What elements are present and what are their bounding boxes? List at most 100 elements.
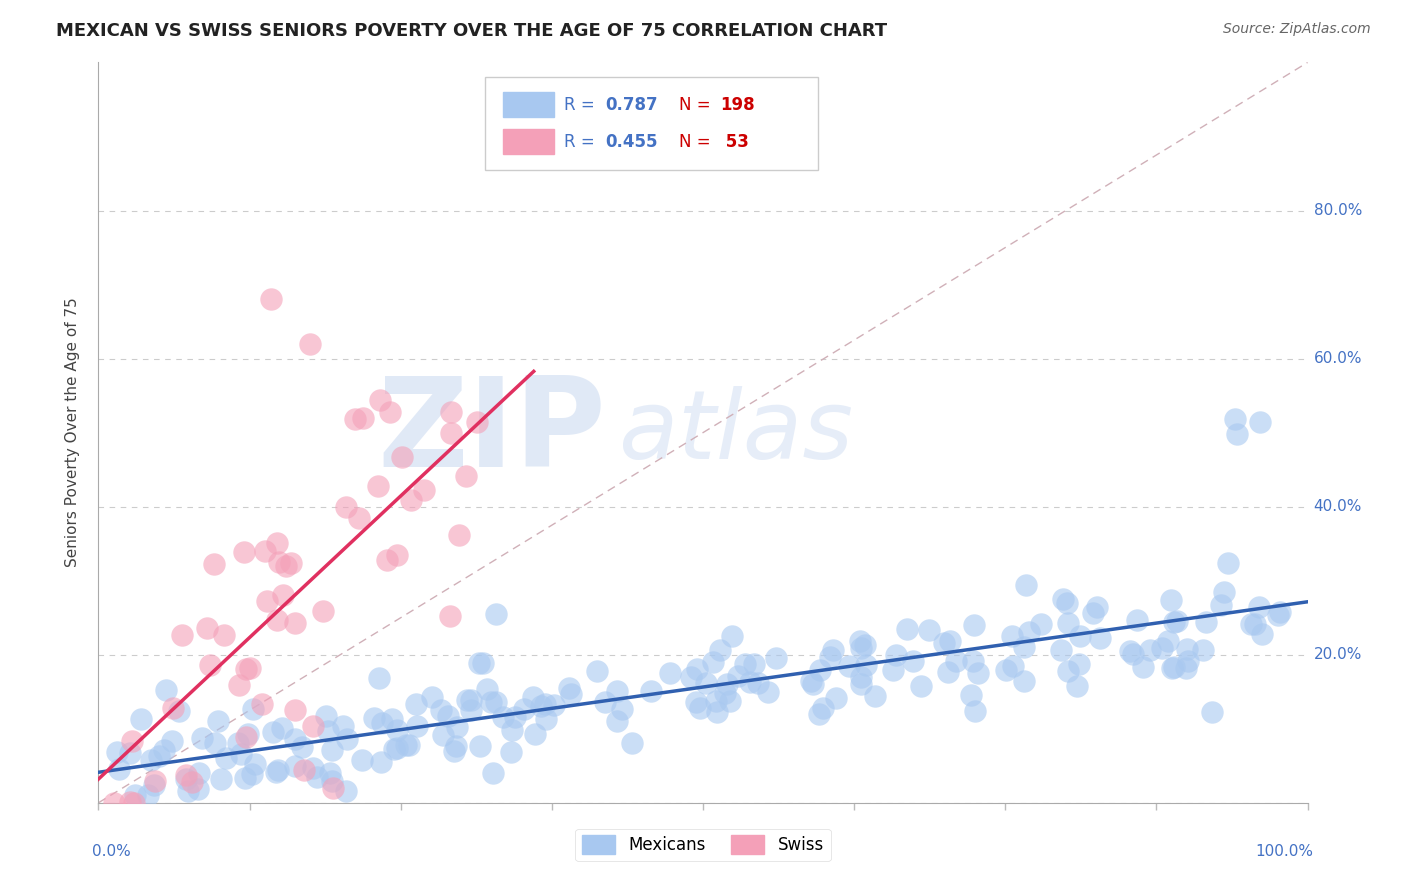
Point — [395, 738, 418, 752]
Text: 80.0%: 80.0% — [1313, 203, 1362, 218]
Text: 53: 53 — [720, 133, 749, 151]
Point — [821, 642, 844, 657]
Point — [1066, 679, 1088, 693]
Point — [533, 697, 555, 711]
Point — [704, 693, 727, 707]
Text: 20.0%: 20.0% — [1313, 648, 1362, 662]
Point — [965, 704, 987, 718]
Point — [266, 764, 288, 778]
Legend: Mexicans, Swiss: Mexicans, Swiss — [575, 829, 831, 861]
Point — [202, 557, 225, 571]
Point — [153, 743, 176, 757]
Point — [702, 655, 724, 669]
Point — [689, 701, 711, 715]
Point — [121, 733, 143, 747]
Point — [695, 676, 717, 690]
Point — [482, 766, 505, 780]
Point — [612, 702, 634, 716]
Point — [468, 656, 491, 670]
Point — [290, 740, 312, 755]
Point — [801, 677, 824, 691]
Point — [1001, 629, 1024, 643]
Point — [499, 745, 522, 759]
Point — [903, 654, 925, 668]
Point — [882, 663, 904, 677]
Point — [734, 657, 756, 671]
Text: R =: R = — [564, 95, 600, 113]
Point — [169, 704, 191, 718]
Point — [301, 761, 323, 775]
Point — [432, 728, 454, 742]
Point — [367, 671, 389, 685]
Point — [280, 557, 302, 571]
Text: 0.787: 0.787 — [605, 95, 658, 113]
Point — [536, 712, 558, 726]
Point — [758, 684, 780, 698]
Point — [1268, 605, 1291, 619]
Point — [370, 715, 392, 730]
Point — [853, 638, 876, 652]
FancyBboxPatch shape — [503, 92, 554, 117]
Point — [465, 415, 488, 429]
Point — [606, 714, 628, 729]
Point — [232, 545, 254, 559]
Point — [967, 666, 990, 681]
Point — [1163, 660, 1185, 674]
Point — [380, 404, 402, 418]
Point — [322, 780, 344, 795]
Point — [406, 718, 429, 732]
Point — [375, 553, 398, 567]
Text: R =: R = — [564, 133, 600, 151]
Point — [1052, 591, 1074, 606]
Point — [727, 669, 749, 683]
Point — [959, 689, 981, 703]
Point — [343, 411, 366, 425]
Point — [918, 623, 941, 637]
Point — [838, 659, 860, 673]
Point — [558, 681, 581, 695]
Point — [243, 757, 266, 772]
Point — [141, 753, 163, 767]
Point — [477, 681, 499, 696]
Point — [820, 650, 842, 665]
Point — [1057, 615, 1080, 630]
Text: 0.455: 0.455 — [605, 133, 658, 151]
Point — [235, 663, 257, 677]
Point — [368, 393, 391, 408]
Text: 40.0%: 40.0% — [1313, 500, 1362, 514]
Text: MEXICAN VS SWISS SENIORS POVERTY OVER THE AGE OF 75 CORRELATION CHART: MEXICAN VS SWISS SENIORS POVERTY OVER TH… — [56, 22, 887, 40]
Point — [1267, 607, 1289, 622]
Point — [747, 675, 769, 690]
Point — [1243, 616, 1265, 631]
Point — [884, 648, 907, 663]
Text: 100.0%: 100.0% — [1256, 844, 1313, 858]
Text: atlas: atlas — [619, 386, 853, 479]
Point — [1209, 598, 1232, 612]
Point — [855, 657, 877, 672]
Point — [808, 663, 831, 677]
Point — [311, 604, 333, 618]
Point — [412, 483, 434, 497]
Point — [381, 712, 404, 726]
Point — [446, 720, 468, 734]
Text: N =: N = — [679, 133, 716, 151]
Text: Source: ZipAtlas.com: Source: ZipAtlas.com — [1223, 22, 1371, 37]
Point — [963, 618, 986, 632]
Point — [716, 677, 738, 691]
Point — [107, 762, 129, 776]
Point — [437, 709, 460, 723]
Point — [1029, 616, 1052, 631]
Point — [485, 607, 508, 621]
Point — [233, 771, 256, 785]
Point — [468, 739, 491, 753]
Text: ZIP: ZIP — [378, 372, 606, 493]
Point — [335, 500, 357, 515]
Point — [560, 687, 582, 701]
Point — [387, 548, 409, 562]
Point — [1050, 643, 1073, 657]
Point — [1249, 599, 1271, 614]
Text: N =: N = — [679, 95, 716, 113]
Point — [1014, 578, 1036, 592]
Point — [120, 746, 142, 760]
Point — [187, 782, 209, 797]
